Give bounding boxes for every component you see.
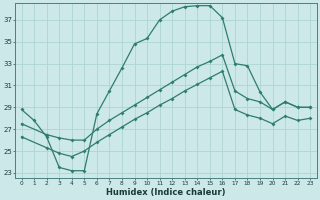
X-axis label: Humidex (Indice chaleur): Humidex (Indice chaleur) (106, 188, 226, 197)
